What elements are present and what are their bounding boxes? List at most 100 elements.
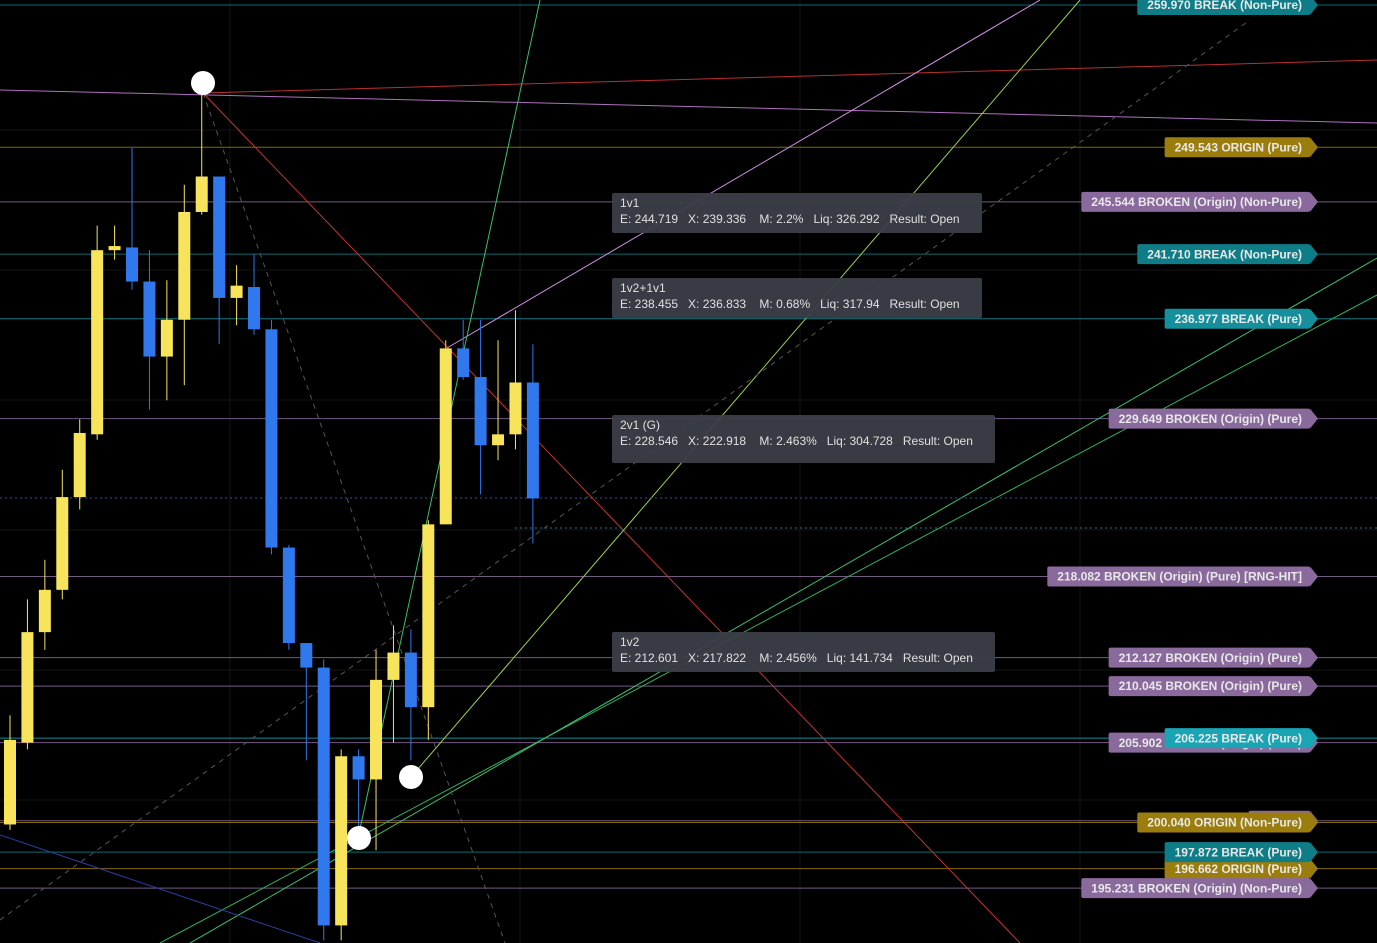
level-tag-box <box>1164 137 1310 158</box>
level-tag-arrow <box>1310 0 1318 16</box>
candle-body <box>282 547 295 644</box>
level-tag-arrow <box>1310 647 1318 668</box>
position-title: 1v1 <box>620 196 640 210</box>
candle-body <box>335 756 348 926</box>
candle-body <box>126 247 139 282</box>
level-tag-label: 245.544 BROKEN (Origin) (Non-Pure) <box>1091 195 1302 209</box>
position-detail: E: 244.719 X: 239.336 M: 2.2% Liq: 326.2… <box>620 212 960 226</box>
candle-body <box>38 589 51 633</box>
candle-body <box>213 176 226 298</box>
level-tag-box <box>1108 647 1310 668</box>
candle-body <box>317 667 330 926</box>
trend-line <box>446 0 1041 349</box>
level-tag-box <box>1081 878 1310 899</box>
level-tag-label: 197.872 BREAK (Pure) <box>1175 845 1302 859</box>
candle-body <box>143 281 156 357</box>
level-tag-box <box>1137 0 1310 16</box>
level-tag: 212.127 BROKEN (Origin) (Pure) <box>1108 647 1318 668</box>
level-tag-arrow <box>1310 566 1318 587</box>
level-tag-arrow <box>1310 878 1318 899</box>
candle-body <box>492 434 505 446</box>
level-tag-label: 195.231 BROKEN (Origin) (Non-Pure) <box>1091 881 1302 895</box>
candle-body <box>108 246 121 251</box>
level-tag-box <box>1164 728 1310 749</box>
trend-line <box>202 92 506 943</box>
candle-body <box>160 319 173 357</box>
position-box <box>612 193 982 233</box>
position-box <box>612 632 995 672</box>
candle-body <box>474 377 487 446</box>
level-tag-arrow <box>1310 244 1318 265</box>
candle-body <box>404 652 417 708</box>
level-tag-label: 259.970 BREAK (Non-Pure) <box>1147 0 1302 12</box>
candle-body <box>73 432 86 498</box>
level-tag-box <box>1164 858 1310 879</box>
candle-body <box>352 756 365 780</box>
candle-body <box>21 632 34 743</box>
level-tag: 196.662 ORIGIN (Pure) <box>1164 858 1318 879</box>
level-tag-box <box>1108 408 1310 429</box>
trend-line <box>0 834 321 943</box>
candle-body <box>457 348 470 378</box>
level-tag-arrow <box>1310 676 1318 697</box>
candle-body <box>387 652 400 680</box>
level-tag-box <box>1047 566 1310 587</box>
level-tag-label: 236.977 BREAK (Pure) <box>1175 312 1302 326</box>
level-tag-arrow <box>1310 858 1318 879</box>
candles <box>4 94 539 941</box>
pivot-dot <box>399 765 423 789</box>
annotations: 1v1 E: 244.719 X: 239.336 M: 2.2% Liq: 32… <box>612 193 995 672</box>
level-tag-label: 212.127 BROKEN (Origin) (Pure) <box>1119 651 1302 665</box>
trend-line <box>202 59 1377 94</box>
level-tag: 229.649 BROKEN (Origin) (Pure) <box>1108 408 1318 429</box>
level-tag: 245.544 BROKEN (Origin) (Non-Pure) <box>1081 191 1318 212</box>
candle-body <box>526 382 539 499</box>
position-box <box>612 415 995 463</box>
level-tag-arrow <box>1310 728 1318 749</box>
candle-body <box>422 524 435 708</box>
level-tag: 197.872 BREAK (Pure) <box>1164 842 1318 863</box>
level-tag-arrow <box>1310 191 1318 212</box>
trend-line <box>0 89 1377 124</box>
position-detail: E: 228.546 X: 222.918 M: 2.463% Liq: 304… <box>620 434 973 448</box>
position-title: 1v2 <box>620 635 640 649</box>
level-tags: 200.170259.970 BREAK (Non-Pure)249.543 O… <box>1047 0 1318 899</box>
candle-body <box>439 348 452 525</box>
candle-body <box>91 250 104 435</box>
level-tag-box <box>1137 812 1310 833</box>
level-tag: 241.710 BREAK (Non-Pure) <box>1137 244 1318 265</box>
trend-line <box>202 92 1021 943</box>
position-title: 1v2+1v1 <box>620 281 666 295</box>
level-tag: 210.045 BROKEN (Origin) (Pure) <box>1108 676 1318 697</box>
level-tag-box <box>1137 244 1310 265</box>
level-tag-label: 210.045 BROKEN (Origin) (Pure) <box>1119 679 1302 693</box>
candle-body <box>56 497 69 590</box>
position-title: 2v1 (G) <box>620 418 660 432</box>
level-tag-label: 200.040 ORIGIN (Non-Pure) <box>1147 816 1302 830</box>
level-tag: 218.082 BROKEN (Origin) (Pure) [RNG-HIT] <box>1047 566 1318 587</box>
level-tag-label: 206.225 BREAK (Pure) <box>1175 731 1302 745</box>
pivots <box>191 71 423 850</box>
level-tag-arrow <box>1310 308 1318 329</box>
candle-body <box>230 285 243 298</box>
candle-body <box>195 176 208 212</box>
level-tag-label: 229.649 BROKEN (Origin) (Pure) <box>1119 412 1302 426</box>
candle-body <box>248 287 261 330</box>
trend-line <box>0 19 1251 921</box>
level-tag-arrow <box>1310 137 1318 158</box>
level-tag: 206.225 BREAK (Pure) <box>1164 728 1318 749</box>
position-box <box>612 278 982 318</box>
candle-body <box>265 329 278 548</box>
level-tag-box <box>1164 842 1310 863</box>
level-tag-label: 218.082 BROKEN (Origin) (Pure) [RNG-HIT] <box>1057 570 1302 584</box>
level-tag-label: 241.710 BREAK (Non-Pure) <box>1147 247 1302 261</box>
level-tag-label: 196.662 ORIGIN (Pure) <box>1175 862 1302 876</box>
candle-body <box>300 643 313 668</box>
level-tag-arrow <box>1310 812 1318 833</box>
level-tag-box <box>1164 308 1310 329</box>
position-detail: E: 212.601 X: 217.822 M: 2.456% Liq: 141… <box>620 651 973 665</box>
trend-line <box>410 0 1081 778</box>
